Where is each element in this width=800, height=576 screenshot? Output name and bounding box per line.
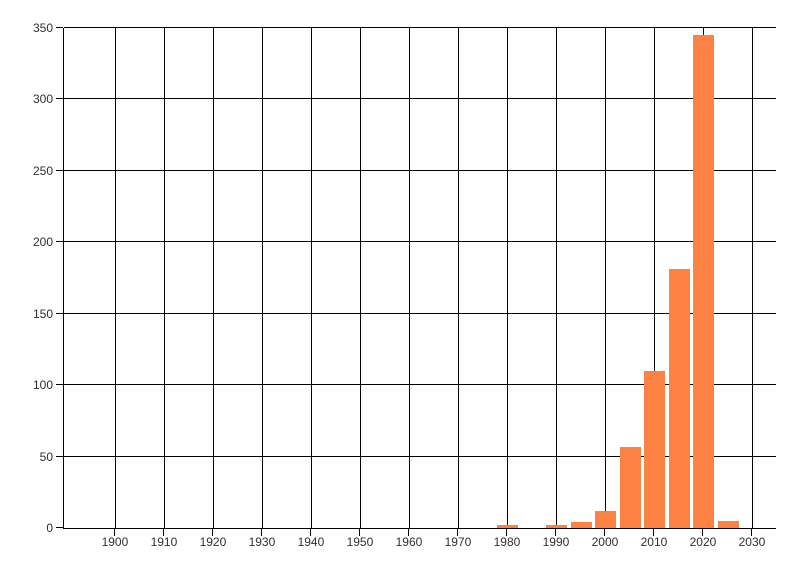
x-gridline	[163, 28, 165, 528]
x-axis-tick	[603, 529, 605, 536]
plot-area	[63, 27, 776, 529]
x-gridline	[653, 28, 655, 528]
y-tick-label: 250	[32, 163, 53, 178]
x-tick-label: 1910	[150, 535, 178, 549]
bar-2025	[717, 520, 739, 528]
x-gridline	[408, 28, 410, 528]
x-tick-label: 1940	[297, 535, 325, 549]
y-gridline	[64, 98, 776, 100]
x-axis-tick	[113, 529, 115, 536]
x-axis-tick	[456, 529, 458, 536]
x-tick-label: 2030	[738, 535, 766, 549]
x-gridline	[261, 28, 263, 528]
y-gridline	[64, 455, 776, 457]
y-axis-tick	[56, 455, 63, 457]
x-axis-tick	[358, 529, 360, 536]
bar-1995	[570, 522, 592, 528]
x-tick-label: 1990	[542, 535, 570, 549]
x-axis-tick	[211, 529, 213, 536]
y-axis-tick	[56, 241, 63, 243]
x-axis-tick	[309, 529, 311, 536]
y-gridline	[64, 27, 776, 28]
y-gridline	[64, 312, 776, 314]
x-gridline	[114, 28, 116, 528]
x-gridline	[310, 28, 312, 528]
x-gridline	[751, 28, 753, 528]
x-gridline	[457, 28, 459, 528]
bar-1980	[497, 525, 519, 528]
x-tick-label: 1930	[248, 535, 276, 549]
bar-2000	[595, 510, 617, 528]
x-tick-label: 1960	[395, 535, 423, 549]
bar-2020	[693, 35, 715, 528]
x-tick-label: 1900	[101, 535, 129, 549]
y-axis-tick	[56, 27, 63, 28]
y-tick-label: 0	[46, 521, 53, 535]
y-tick-label: 350	[32, 21, 53, 35]
y-axis-tick	[56, 527, 63, 528]
bar-2010	[644, 370, 666, 528]
bar-2015	[668, 269, 690, 528]
x-axis-tick	[260, 529, 262, 536]
x-axis-tick	[162, 529, 164, 536]
x-tick-label: 2000	[591, 535, 619, 549]
x-tick-label: 2020	[689, 535, 717, 549]
x-gridline	[604, 28, 606, 528]
y-axis-tick	[56, 384, 63, 386]
y-tick-label: 300	[32, 92, 53, 107]
y-axis-tick	[56, 98, 63, 100]
x-axis-tick	[407, 529, 409, 536]
x-tick-label: 1980	[493, 535, 521, 549]
y-tick-label: 100	[32, 378, 53, 393]
x-axis-tick	[701, 529, 703, 536]
x-tick-label: 1950	[346, 535, 374, 549]
x-tick-label: 2010	[640, 535, 668, 549]
x-tick-label: 1920	[199, 535, 227, 549]
x-tick-label: 1970	[444, 535, 472, 549]
y-tick-label: 150	[32, 306, 53, 321]
y-gridline	[64, 169, 776, 171]
x-gridline	[359, 28, 361, 528]
y-tick-label: 200	[32, 235, 53, 250]
y-axis-tick	[56, 312, 63, 314]
y-tick-label: 50	[39, 449, 53, 464]
x-axis-tick	[554, 529, 556, 536]
bar-2005	[619, 446, 641, 528]
x-gridline	[555, 28, 557, 528]
x-axis-tick	[652, 529, 654, 536]
bar-1990	[546, 525, 568, 528]
x-gridline	[506, 28, 508, 528]
x-axis-tick	[505, 529, 507, 536]
y-axis-tick	[56, 169, 63, 171]
y-gridline	[64, 384, 776, 386]
y-gridline	[64, 241, 776, 243]
x-gridline	[212, 28, 214, 528]
x-axis-tick	[750, 529, 752, 536]
